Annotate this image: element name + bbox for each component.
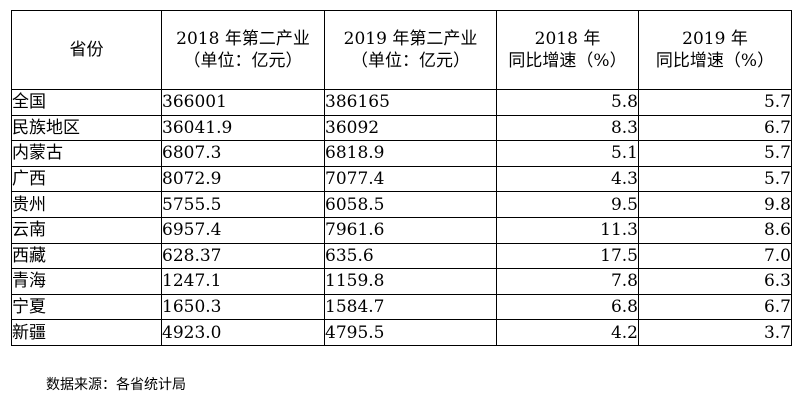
table-row: 全国 366001 386165 5.8 5.7 [11,89,792,116]
header-line: 2018 年 [534,29,601,49]
growth-2018-cell: 4.3 [496,165,639,193]
growth-2018-cell: 11.3 [496,216,639,244]
document: 省份 2018 年第二产业 （单位：亿元） 2019 年第二产业 （单位：亿元）… [11,10,792,346]
province-cell: 西藏 [11,242,162,270]
table-row: 西藏 628.37 635.6 17.5 7.0 [11,242,792,270]
value-2019-cell: 36092 [324,114,497,142]
province-cell: 宁夏 [11,293,162,321]
value-2019-cell: 6058.5 [324,191,497,218]
header-line: 2019 年 [682,29,748,49]
value-2019-cell: 7077.4 [324,165,497,193]
value-2018-cell: 6807.3 [161,140,325,167]
growth-2019-cell: 9.8 [638,191,792,218]
growth-2019-cell: 6.3 [638,268,792,295]
growth-2018-cell: 6.8 [496,293,639,321]
header-2018-secondary-industry: 2018 年第二产业 （单位：亿元） [161,10,325,90]
province-cell: 云南 [11,216,162,244]
header-row: 省份 2018 年第二产业 （单位：亿元） 2019 年第二产业 （单位：亿元）… [11,10,792,90]
province-cell: 新疆 [11,319,162,346]
value-2018-cell: 5755.5 [161,191,325,218]
growth-2019-cell: 8.6 [638,216,792,244]
header-line: （单位：亿元） [351,51,470,71]
province-cell: 贵州 [11,191,162,218]
growth-2018-cell: 9.5 [496,191,639,218]
value-2018-cell: 1247.1 [161,268,325,295]
header-2018-growth: 2018 年 同比增速（%） [496,10,639,90]
table-row: 贵州 5755.5 6058.5 9.5 9.8 [11,191,792,218]
header-line: 省份 [69,40,104,60]
province-cell: 青海 [11,268,162,295]
value-2018-cell: 366001 [161,89,325,116]
value-2019-cell: 635.6 [324,242,497,270]
header-line: 同比增速（%） [508,51,627,71]
header-2019-growth: 2019 年 同比增速（%） [638,10,792,90]
table-row: 云南 6957.4 7961.6 11.3 8.6 [11,216,792,244]
value-2019-cell: 6818.9 [324,140,497,167]
growth-2018-cell: 7.8 [496,268,639,295]
header-line: 2018 年第二产业 [176,29,310,49]
growth-2019-cell: 6.7 [638,114,792,142]
value-2018-cell: 4923.0 [161,319,325,346]
table-row: 内蒙古 6807.3 6818.9 5.1 5.7 [11,140,792,167]
table-row: 青海 1247.1 1159.8 7.8 6.3 [11,268,792,295]
value-2019-cell: 386165 [324,89,497,116]
table-row: 宁夏 1650.3 1584.7 6.8 6.7 [11,293,792,321]
province-cell: 内蒙古 [11,140,162,167]
value-2019-cell: 7961.6 [324,216,497,244]
table-row: 广西 8072.9 7077.4 4.3 5.7 [11,165,792,193]
province-cell: 广西 [11,165,162,193]
value-2018-cell: 628.37 [161,242,325,270]
growth-2018-cell: 8.3 [496,114,639,142]
data-table: 省份 2018 年第二产业 （单位：亿元） 2019 年第二产业 （单位：亿元）… [11,10,792,346]
growth-2018-cell: 5.8 [496,89,639,116]
header-2019-secondary-industry: 2019 年第二产业 （单位：亿元） [324,10,497,90]
province-cell: 民族地区 [11,114,162,142]
growth-2019-cell: 7.0 [638,242,792,270]
header-line: （单位：亿元） [183,51,303,71]
header-line: 2019 年第二产业 [343,29,478,49]
value-2018-cell: 6957.4 [161,216,325,244]
source-note: 数据来源：各省统计局 [46,377,186,393]
table-row: 新疆 4923.0 4795.5 4.2 3.7 [11,319,792,346]
value-2019-cell: 4795.5 [324,319,497,346]
growth-2018-cell: 5.1 [496,140,639,167]
growth-2019-cell: 5.7 [638,89,792,116]
province-cell: 全国 [11,89,162,116]
value-2019-cell: 1159.8 [324,268,497,295]
growth-2019-cell: 3.7 [638,319,792,346]
value-2018-cell: 1650.3 [161,293,325,321]
growth-2019-cell: 5.7 [638,140,792,167]
header-line: 同比增速（%） [655,51,775,71]
growth-2018-cell: 4.2 [496,319,639,346]
growth-2019-cell: 5.7 [638,165,792,193]
value-2019-cell: 1584.7 [324,293,497,321]
table-row: 民族地区 36041.9 36092 8.3 6.7 [11,114,792,142]
value-2018-cell: 36041.9 [161,114,325,142]
growth-2018-cell: 17.5 [496,242,639,270]
header-province: 省份 [11,10,162,90]
growth-2019-cell: 6.7 [638,293,792,321]
value-2018-cell: 8072.9 [161,165,325,193]
